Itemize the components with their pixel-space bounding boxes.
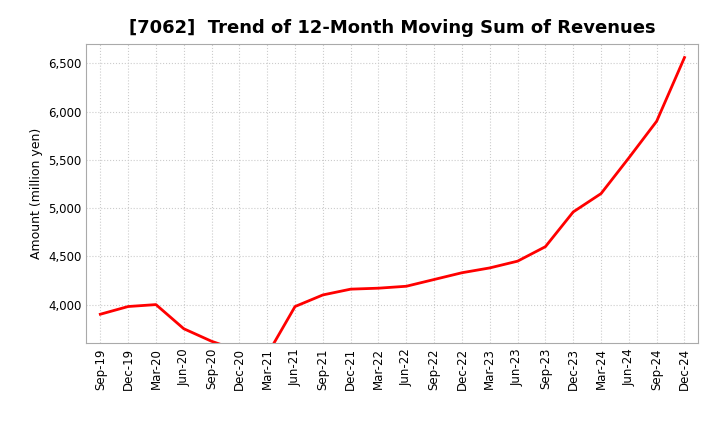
Title: [7062]  Trend of 12-Month Moving Sum of Revenues: [7062] Trend of 12-Month Moving Sum of R…	[129, 19, 656, 37]
Y-axis label: Amount (million yen): Amount (million yen)	[30, 128, 42, 259]
